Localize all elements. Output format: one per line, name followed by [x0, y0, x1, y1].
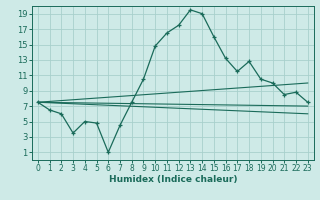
X-axis label: Humidex (Indice chaleur): Humidex (Indice chaleur) — [108, 175, 237, 184]
